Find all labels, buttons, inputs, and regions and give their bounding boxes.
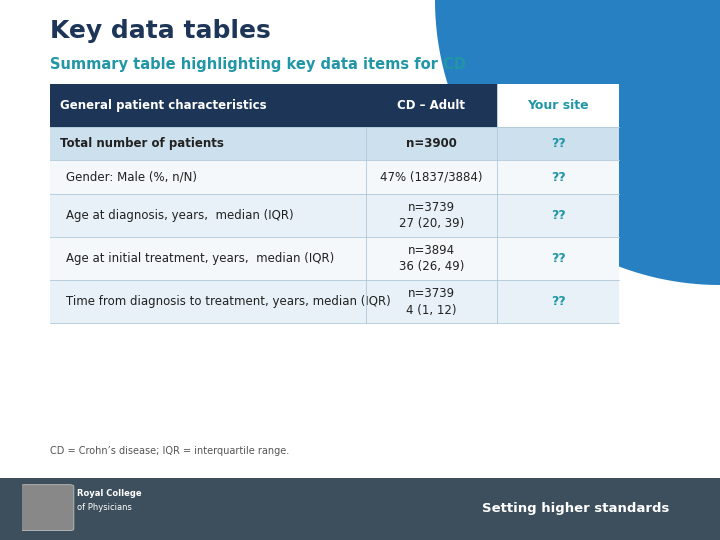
Text: ??: ?? xyxy=(551,171,565,184)
Text: ??: ?? xyxy=(551,295,565,308)
Text: n=3739
4 (1, 12): n=3739 4 (1, 12) xyxy=(406,287,456,316)
Text: n=3739
27 (20, 39): n=3739 27 (20, 39) xyxy=(399,201,464,230)
Text: Key data tables: Key data tables xyxy=(50,19,271,43)
Text: n=3894
36 (26, 49): n=3894 36 (26, 49) xyxy=(399,244,464,273)
Text: Total number of patients: Total number of patients xyxy=(60,137,224,150)
Text: CD – Adult: CD – Adult xyxy=(397,99,466,112)
Text: Summary table highlighting key data items for CD: Summary table highlighting key data item… xyxy=(50,57,467,72)
Text: General patient characteristics: General patient characteristics xyxy=(60,99,266,112)
Text: Age at diagnosis, years,  median (IQR): Age at diagnosis, years, median (IQR) xyxy=(66,209,294,222)
Text: Time from diagnosis to treatment, years, median (IQR): Time from diagnosis to treatment, years,… xyxy=(66,295,391,308)
Text: ??: ?? xyxy=(551,209,565,222)
Text: Royal College: Royal College xyxy=(77,489,142,498)
Text: ??: ?? xyxy=(551,137,565,150)
Text: ??: ?? xyxy=(551,252,565,265)
Text: Gender: Male (%, n/N): Gender: Male (%, n/N) xyxy=(66,171,197,184)
Text: CD = Crohn’s disease; IQR = interquartile range.: CD = Crohn’s disease; IQR = interquartil… xyxy=(50,446,289,456)
FancyBboxPatch shape xyxy=(20,485,74,531)
Text: Setting higher standards: Setting higher standards xyxy=(482,502,670,516)
Text: Age at initial treatment, years,  median (IQR): Age at initial treatment, years, median … xyxy=(66,252,335,265)
Text: Your site: Your site xyxy=(527,99,589,112)
Polygon shape xyxy=(435,0,720,285)
Text: n=3900: n=3900 xyxy=(406,137,457,150)
Text: of Physicians: of Physicians xyxy=(77,503,132,512)
Text: 47% (1837/3884): 47% (1837/3884) xyxy=(380,171,482,184)
